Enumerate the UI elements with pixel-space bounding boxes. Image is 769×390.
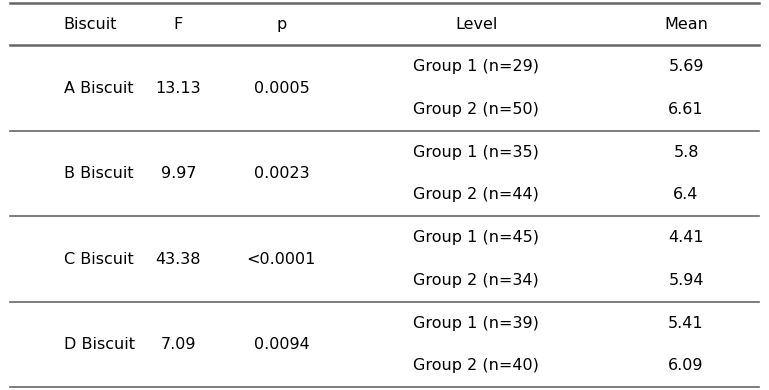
- Text: 6.61: 6.61: [668, 102, 704, 117]
- Text: Group 2 (n=50): Group 2 (n=50): [413, 102, 539, 117]
- Text: 5.94: 5.94: [668, 273, 704, 288]
- Text: B Biscuit: B Biscuit: [64, 166, 134, 181]
- Text: Group 1 (n=39): Group 1 (n=39): [413, 316, 539, 331]
- Text: Group 2 (n=44): Group 2 (n=44): [413, 188, 539, 202]
- Text: 0.0023: 0.0023: [254, 166, 309, 181]
- Text: 4.41: 4.41: [668, 230, 704, 245]
- Text: 7.09: 7.09: [161, 337, 196, 352]
- Text: Group 2 (n=40): Group 2 (n=40): [413, 358, 539, 373]
- Text: Group 1 (n=35): Group 1 (n=35): [413, 145, 539, 160]
- Text: D Biscuit: D Biscuit: [64, 337, 135, 352]
- Text: <0.0001: <0.0001: [247, 252, 316, 267]
- Text: Group 1 (n=45): Group 1 (n=45): [413, 230, 539, 245]
- Text: 6.09: 6.09: [668, 358, 704, 373]
- Text: Group 2 (n=34): Group 2 (n=34): [413, 273, 539, 288]
- Text: 43.38: 43.38: [155, 252, 201, 267]
- Text: F: F: [174, 17, 183, 32]
- Text: 6.4: 6.4: [674, 188, 699, 202]
- Text: 13.13: 13.13: [155, 81, 201, 96]
- Text: 0.0094: 0.0094: [254, 337, 309, 352]
- Text: 9.97: 9.97: [161, 166, 196, 181]
- Text: p: p: [276, 17, 287, 32]
- Text: 5.8: 5.8: [674, 145, 699, 160]
- Text: Mean: Mean: [664, 17, 708, 32]
- Text: A Biscuit: A Biscuit: [64, 81, 134, 96]
- Text: 5.41: 5.41: [668, 316, 704, 331]
- Text: 0.0005: 0.0005: [254, 81, 309, 96]
- Text: Biscuit: Biscuit: [64, 17, 118, 32]
- Text: 5.69: 5.69: [668, 59, 704, 74]
- Text: Level: Level: [455, 17, 498, 32]
- Text: C Biscuit: C Biscuit: [64, 252, 134, 267]
- Text: Group 1 (n=29): Group 1 (n=29): [413, 59, 539, 74]
